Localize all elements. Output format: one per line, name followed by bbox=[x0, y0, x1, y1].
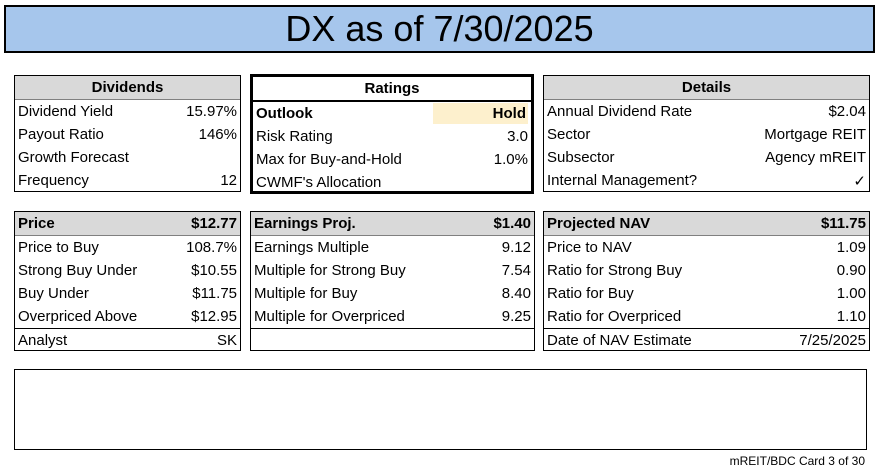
row-value: Mortgage REIT bbox=[764, 126, 866, 143]
outlook-row: Outlook Hold bbox=[253, 102, 531, 125]
row-label: Earnings Multiple bbox=[254, 239, 370, 256]
nav-card: Projected NAV $11.75 Price to NAV 1.09 R… bbox=[543, 211, 870, 351]
row-label: Payout Ratio bbox=[18, 126, 104, 143]
row-label: Price to Buy bbox=[18, 239, 99, 256]
row-label: Annual Dividend Rate bbox=[547, 103, 693, 120]
analyst-row: Analyst SK bbox=[15, 328, 240, 351]
row-label: Multiple for Overpriced bbox=[254, 308, 405, 325]
row-label: Max for Buy-and-Hold bbox=[256, 151, 402, 168]
nav-date-row: Date of NAV Estimate 7/25/2025 bbox=[544, 328, 869, 351]
row-value: $2.04 bbox=[828, 103, 866, 120]
price-header-value: $12.77 bbox=[191, 215, 237, 232]
ratio-buy-row: Ratio for Buy 1.00 bbox=[544, 282, 869, 305]
row-value: 8.40 bbox=[501, 285, 531, 302]
details-card: Details Annual Dividend Rate $2.04 Secto… bbox=[543, 75, 870, 192]
annual-dividend-row: Annual Dividend Rate $2.04 bbox=[544, 100, 869, 123]
row-label: Ratio for Strong Buy bbox=[547, 262, 683, 279]
growth-forecast-row: Growth Forecast bbox=[15, 146, 240, 169]
price-header-label: Price bbox=[18, 215, 55, 232]
row-value: 0.90 bbox=[836, 262, 866, 279]
row-value: 9.12 bbox=[501, 239, 531, 256]
nav-header-value: $11.75 bbox=[820, 215, 866, 232]
subsector-row: Subsector Agency mREIT bbox=[544, 146, 869, 169]
ratings-card: Ratings Outlook Hold Risk Rating 3.0 Max… bbox=[250, 74, 534, 194]
multiple-buy-row: Multiple for Buy 8.40 bbox=[251, 282, 534, 305]
ratio-overpriced-row: Ratio for Overpriced 1.10 bbox=[544, 305, 869, 328]
row-label: Multiple for Strong Buy bbox=[254, 262, 406, 279]
row-label: Ratio for Buy bbox=[547, 285, 634, 302]
overpriced-above-row: Overpriced Above $12.95 bbox=[15, 305, 240, 328]
row-label: Frequency bbox=[18, 172, 89, 189]
cwmf-allocation-row: CWMF's Allocation bbox=[253, 171, 531, 194]
dividends-header: Dividends bbox=[15, 76, 240, 100]
row-label: CWMF's Allocation bbox=[256, 174, 382, 191]
row-label: Dividend Yield bbox=[18, 103, 114, 120]
frequency-row: Frequency 12 bbox=[15, 169, 240, 192]
row-value: 12 bbox=[220, 172, 237, 189]
nav-header-label: Projected NAV bbox=[547, 215, 651, 232]
row-value: 1.10 bbox=[836, 308, 866, 325]
internal-management-row: Internal Management? ✓ bbox=[544, 169, 869, 192]
row-value: 1.0% bbox=[493, 151, 528, 168]
outlook-value: Hold bbox=[432, 103, 528, 124]
earnings-header: Earnings Proj. $1.40 bbox=[251, 212, 534, 236]
row-value: SK bbox=[216, 331, 237, 349]
row-label: Sector bbox=[547, 126, 591, 143]
row-value: 15.97% bbox=[186, 103, 237, 120]
row-value: 146% bbox=[198, 126, 237, 143]
multiple-strong-buy-row: Multiple for Strong Buy 7.54 bbox=[251, 259, 534, 282]
dividends-card: Dividends Dividend Yield 15.97% Payout R… bbox=[14, 75, 241, 192]
earnings-card: Earnings Proj. $1.40 Earnings Multiple 9… bbox=[250, 211, 535, 351]
nav-header: Projected NAV $11.75 bbox=[544, 212, 869, 236]
page-title: DX as of 7/30/2025 bbox=[4, 5, 875, 53]
row-label: Growth Forecast bbox=[18, 149, 129, 166]
row-label: Date of NAV Estimate bbox=[547, 331, 692, 349]
row-label: Price to NAV bbox=[547, 239, 632, 256]
row-value: 1.00 bbox=[836, 285, 866, 302]
row-value: $10.55 bbox=[191, 262, 237, 279]
row-label: Multiple for Buy bbox=[254, 285, 358, 302]
row-value: 1.09 bbox=[836, 239, 866, 256]
payout-ratio-row: Payout Ratio 146% bbox=[15, 123, 240, 146]
ratio-strong-buy-row: Ratio for Strong Buy 0.90 bbox=[544, 259, 869, 282]
row-value: $12.95 bbox=[191, 308, 237, 325]
row-value: 9.25 bbox=[501, 308, 531, 325]
price-card: Price $12.77 Price to Buy 108.7% Strong … bbox=[14, 211, 241, 351]
row-label: Internal Management? bbox=[547, 172, 698, 189]
row-label: Strong Buy Under bbox=[18, 262, 138, 279]
details-header: Details bbox=[544, 76, 869, 100]
row-label: Analyst bbox=[18, 331, 68, 349]
row-label: Overpriced Above bbox=[18, 308, 138, 325]
check-icon: ✓ bbox=[853, 171, 866, 190]
price-to-buy-row: Price to Buy 108.7% bbox=[15, 236, 240, 259]
earnings-multiple-row: Earnings Multiple 9.12 bbox=[251, 236, 534, 259]
sector-row: Sector Mortgage REIT bbox=[544, 123, 869, 146]
card-footer: mREIT/BDC Card 3 of 30 bbox=[729, 454, 865, 468]
dividend-yield-row: Dividend Yield 15.97% bbox=[15, 100, 240, 123]
row-value: 3.0 bbox=[507, 128, 528, 145]
row-label: Subsector bbox=[547, 149, 615, 166]
row-label: Risk Rating bbox=[256, 128, 333, 145]
price-header: Price $12.77 bbox=[15, 212, 240, 236]
row-label: Ratio for Overpriced bbox=[547, 308, 682, 325]
row-value: 7/25/2025 bbox=[799, 331, 866, 349]
row-label: Buy Under bbox=[18, 285, 89, 302]
earnings-header-value: $1.40 bbox=[493, 215, 531, 232]
row-value: 7.54 bbox=[501, 262, 531, 279]
max-buy-hold-row: Max for Buy-and-Hold 1.0% bbox=[253, 148, 531, 171]
multiple-overpriced-row: Multiple for Overpriced 9.25 bbox=[251, 305, 534, 328]
notes-box bbox=[14, 369, 867, 450]
row-value: $11.75 bbox=[192, 285, 237, 302]
risk-rating-row: Risk Rating 3.0 bbox=[253, 125, 531, 148]
earnings-empty-row bbox=[251, 328, 534, 351]
row-value: 108.7% bbox=[186, 239, 237, 256]
ratings-header: Ratings bbox=[253, 77, 531, 102]
buy-under-row: Buy Under $11.75 bbox=[15, 282, 240, 305]
earnings-header-label: Earnings Proj. bbox=[254, 215, 356, 232]
row-value: Agency mREIT bbox=[765, 149, 866, 166]
strong-buy-under-row: Strong Buy Under $10.55 bbox=[15, 259, 240, 282]
row-label: Outlook bbox=[256, 105, 313, 122]
price-to-nav-row: Price to NAV 1.09 bbox=[544, 236, 869, 259]
